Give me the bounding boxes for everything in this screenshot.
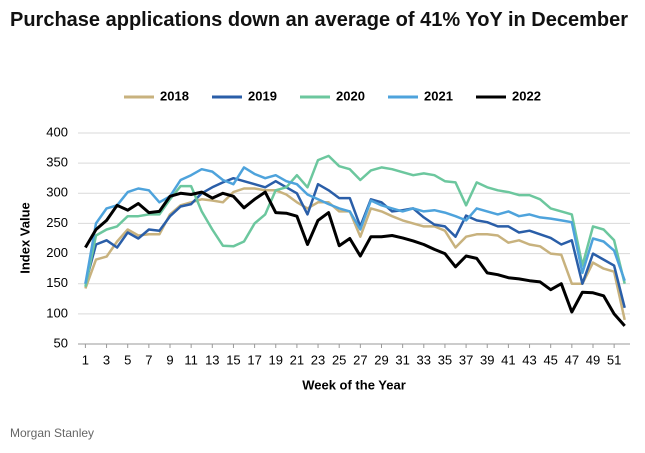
x-tick-label: 19 — [269, 352, 283, 367]
x-tick-label: 41 — [501, 352, 515, 367]
x-tick-label: 7 — [145, 352, 152, 367]
series-line — [84, 187, 626, 321]
x-tick-label: 45 — [543, 352, 557, 367]
x-tick-label: 35 — [438, 352, 452, 367]
legend-label: 2022 — [512, 88, 541, 103]
x-tick-label: 27 — [353, 352, 367, 367]
x-tick-label: 29 — [374, 352, 388, 367]
x-tick-label: 31 — [395, 352, 409, 367]
x-tick-label: 43 — [522, 352, 536, 367]
y-tick-label: 400 — [46, 124, 68, 139]
series-line — [84, 190, 626, 327]
y-tick-label: 250 — [46, 215, 68, 230]
series-line — [84, 166, 626, 284]
x-axis-label: Week of the Year — [302, 377, 406, 392]
chart-title: Purchase applications down an average of… — [10, 9, 628, 31]
legend-label: 2019 — [248, 88, 277, 103]
x-tick-label: 33 — [417, 352, 431, 367]
source: Morgan Stanley — [10, 426, 94, 440]
x-tick-label: 21 — [290, 352, 304, 367]
x-tick-label: 47 — [565, 352, 579, 367]
y-tick-label: 200 — [46, 245, 68, 260]
x-tick-label: 13 — [205, 352, 219, 367]
x-tick-label: 11 — [184, 352, 198, 367]
x-tick-label: 17 — [247, 352, 261, 367]
y-tick-label: 350 — [46, 155, 68, 170]
y-tick-label: 300 — [46, 185, 68, 200]
x-tick-label: 9 — [166, 352, 173, 367]
x-tick-label: 15 — [226, 352, 240, 367]
legend-label: 2021 — [424, 88, 453, 103]
x-tick-label: 39 — [480, 352, 494, 367]
legend-label: 2018 — [160, 88, 189, 103]
legend-label: 2020 — [336, 88, 365, 103]
x-tick-label: 49 — [586, 352, 600, 367]
x-tick-label: 23 — [311, 352, 325, 367]
x-tick-label: 5 — [124, 352, 131, 367]
x-tick-label: 1 — [82, 352, 89, 367]
series-line — [84, 176, 626, 309]
x-tick-label: 3 — [103, 352, 110, 367]
x-tick-label: 25 — [332, 352, 346, 367]
title-box: Purchase applications down an average of… — [10, 9, 628, 31]
y-tick-label: 100 — [46, 305, 68, 320]
x-tick-label: 51 — [607, 352, 621, 367]
y-tick-label: 150 — [46, 275, 68, 290]
x-tick-label: 37 — [459, 352, 473, 367]
y-tick-label: 50 — [54, 335, 68, 350]
y-axis-label: Index Value — [17, 202, 32, 274]
series-line — [84, 154, 626, 287]
